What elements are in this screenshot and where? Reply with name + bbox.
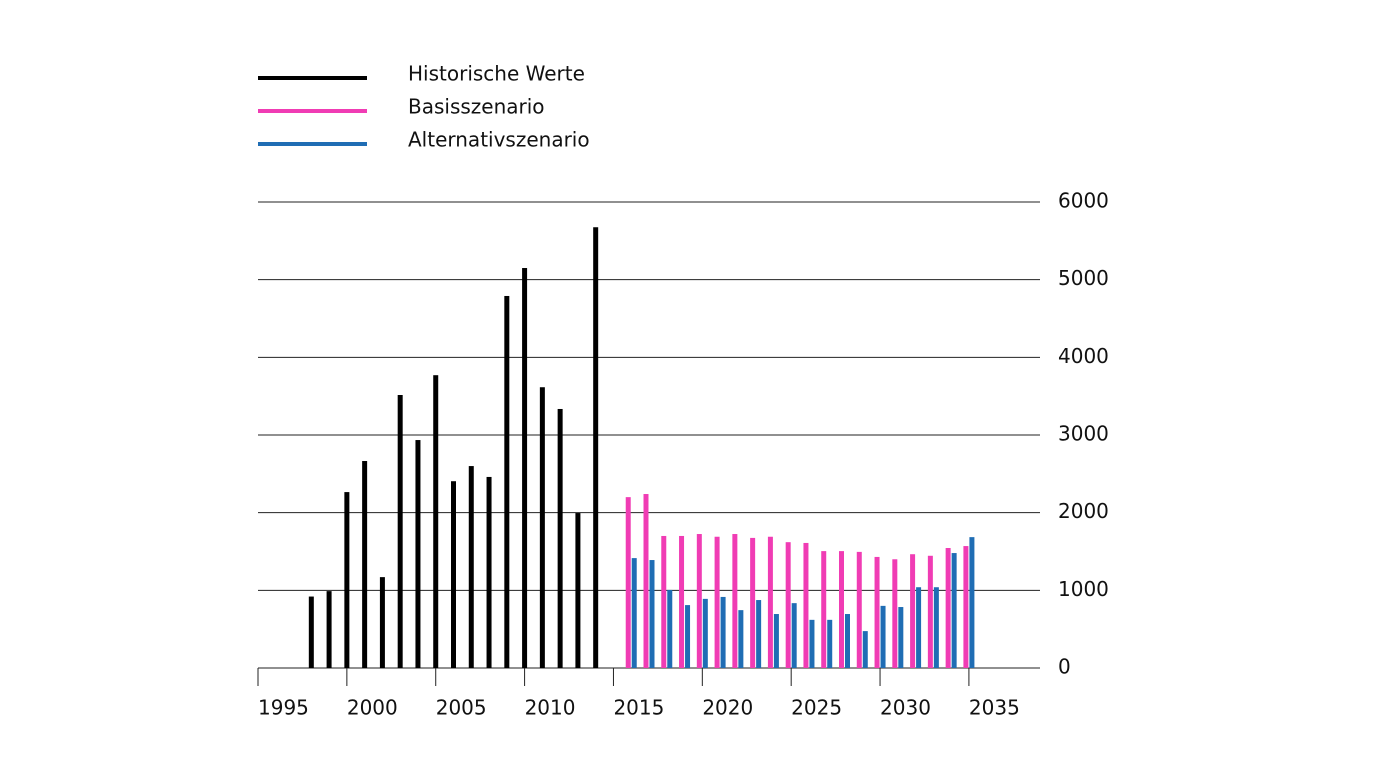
bar (714, 536, 720, 668)
bar (539, 387, 545, 668)
bar (856, 551, 862, 668)
y-tick-label: 5000 (1058, 266, 1109, 290)
bar (785, 542, 791, 668)
bar (773, 614, 779, 668)
x-tick-label: 2020 (702, 696, 753, 720)
bar (839, 551, 844, 668)
bar (862, 631, 868, 668)
legend-label: Historische Werte (408, 62, 585, 86)
bar (625, 497, 631, 668)
bar (702, 598, 708, 668)
bar (821, 551, 827, 668)
bar (504, 295, 510, 668)
bar (963, 546, 969, 668)
bar (522, 268, 528, 668)
bar (679, 535, 685, 668)
bar (827, 619, 833, 668)
x-tick-label: 2035 (969, 696, 1020, 720)
bar (910, 554, 916, 668)
legend-label: Basisszenario (408, 95, 545, 119)
bar (649, 560, 655, 668)
x-tick-label: 2025 (791, 696, 842, 720)
bar (874, 556, 880, 668)
bar (661, 535, 667, 668)
legend-label: Alternativszenario (408, 128, 590, 152)
bar (750, 537, 756, 668)
bar (685, 605, 691, 668)
bar (362, 461, 368, 668)
bar (738, 610, 744, 668)
bar (720, 596, 726, 668)
bar (308, 596, 314, 668)
x-tick-label: 2015 (613, 696, 664, 720)
bar (803, 542, 809, 668)
bar (732, 534, 738, 668)
bar (451, 481, 456, 668)
bar (809, 619, 815, 668)
bar (898, 607, 904, 668)
bar (593, 227, 599, 668)
bar (696, 534, 702, 668)
x-tick-label: 2000 (347, 696, 398, 720)
bar (486, 476, 492, 668)
x-tick-label: 2010 (525, 696, 576, 720)
bar (927, 555, 933, 668)
bar (326, 591, 332, 668)
bar (433, 375, 439, 668)
bar (916, 587, 922, 668)
y-tick-label: 6000 (1058, 189, 1109, 213)
bar (379, 577, 385, 668)
y-tick-label: 1000 (1058, 577, 1109, 601)
bar (643, 494, 649, 668)
x-tick-label: 2030 (880, 696, 931, 720)
bar (631, 558, 637, 668)
bar (945, 548, 951, 668)
bar (415, 440, 421, 668)
bar (892, 559, 898, 668)
bar (397, 395, 403, 668)
bar (880, 605, 886, 668)
x-tick-label: 2005 (436, 696, 487, 720)
y-tick-label: 2000 (1058, 499, 1109, 523)
bar (468, 466, 474, 668)
bar (557, 408, 563, 668)
bar (969, 537, 975, 668)
bar (951, 553, 957, 668)
bar (344, 492, 350, 668)
y-tick-label: 4000 (1058, 344, 1109, 368)
bar (791, 603, 797, 668)
bar (845, 614, 850, 668)
bar (575, 513, 581, 668)
x-tick-label: 1995 (258, 696, 309, 720)
bar (767, 536, 773, 668)
y-tick-label: 3000 (1058, 422, 1109, 446)
bar (667, 589, 673, 668)
bar (756, 600, 762, 668)
bar (933, 587, 939, 668)
y-tick-label: 0 (1058, 655, 1071, 679)
